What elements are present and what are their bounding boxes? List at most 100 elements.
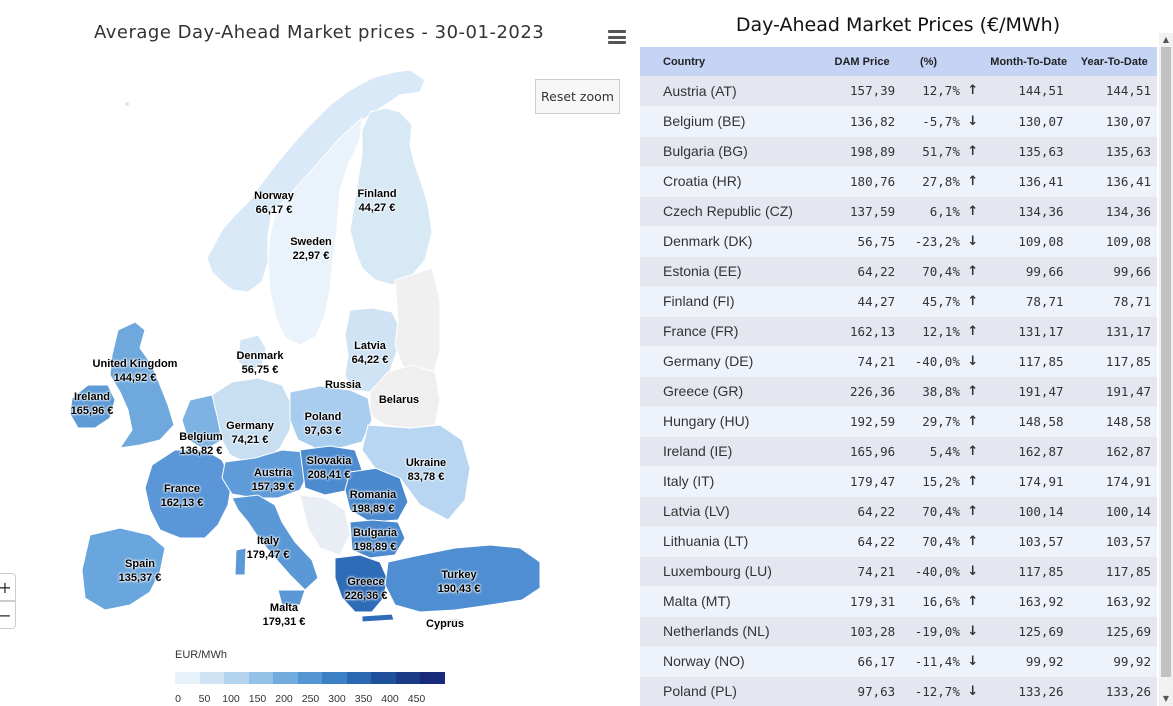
trend-arrow-icon: ↑ [959,76,986,107]
table-row[interactable]: Netherlands (NL) 103,28 -19,0% ↓ 125,69 125,6… [640,616,1157,647]
legend-swatch [420,672,446,684]
cell-month-to-date: 133,26 [985,676,1072,706]
map-region-ireland[interactable] [69,384,116,429]
header-year-to-date[interactable]: Year-To-Date [1071,47,1157,76]
cell-country: Czech Republic (CZ) [640,196,793,227]
zoom-in-button[interactable]: + [0,573,16,601]
table-row[interactable]: Finland (FI) 44,27 45,7% ↑ 78,71 78,71 [640,286,1157,317]
table-row[interactable]: Czech Republic (CZ) 137,59 6,1% ↑ 134,36 134,… [640,196,1157,227]
map-region-malta[interactable] [280,605,286,611]
table-row[interactable]: Malta (MT) 179,31 16,6% ↑ 163,92 163,92 [640,586,1157,617]
table-row[interactable]: Estonia (EE) 64,22 70,4% ↑ 99,66 99,66 [640,256,1157,287]
map-region-italy[interactable] [231,494,319,591]
cell-dam-price: 56,75 [792,226,898,257]
scroll-up-icon[interactable]: ▲ [1162,35,1170,44]
cell-month-to-date: 99,92 [985,646,1072,677]
table-row[interactable]: Bulgaria (BG) 198,89 51,7% ↑ 135,63 135,63 [640,136,1157,167]
map-region-balkans [299,494,351,556]
table-title: Day-Ahead Market Prices (€/MWh) [735,14,1061,36]
legend-swatch [248,672,274,684]
map-region-russia [394,267,441,381]
table-row[interactable]: Lithuania (LT) 64,22 70,4% ↑ 103,57 103,57 [640,526,1157,557]
map-region-spain[interactable] [81,527,166,611]
trend-arrow-icon: ↓ [959,346,986,377]
cell-percent: -12,7% [897,676,960,706]
cell-percent: 70,4% [897,256,960,287]
map-region-ukraine[interactable] [361,424,471,521]
cell-percent: 38,8% [897,376,960,407]
map-region-poland[interactable] [289,385,373,449]
cell-year-to-date: 144,51 [1071,76,1157,107]
cell-country: Lithuania (LT) [640,526,793,557]
cell-month-to-date: 135,63 [985,136,1072,167]
zoom-out-button[interactable]: − [0,601,16,629]
reset-zoom-button[interactable]: Reset zoom [535,79,620,114]
cell-year-to-date: 125,69 [1071,616,1157,647]
cell-dam-price: 226,36 [792,376,898,407]
table-row[interactable]: Poland (PL) 97,63 -12,7% ↓ 133,26 133,26 [640,676,1157,706]
legend-ticks: 0 50 100 150 200 250 300 350 400 450 [168,693,468,705]
map-region-sweden[interactable] [267,116,363,346]
map-label-finland: Finland 44,27 € [357,188,397,214]
header-dam-price[interactable]: DAM Price [792,47,898,76]
map-label-bulgaria: Bulgaria 198,89 € [352,527,398,553]
cell-percent: 6,1% [897,196,960,227]
table-row[interactable]: Luxembourg (LU) 74,21 -40,0% ↓ 117,85 117,85 [640,556,1157,587]
cell-dam-price: 74,21 [792,346,898,377]
cell-percent: 29,7% [897,406,960,437]
map-region-benelux[interactable] [181,394,223,451]
map-region-uk[interactable] [109,321,175,449]
cell-year-to-date: 99,66 [1071,256,1157,287]
table-row[interactable]: Latvia (LV) 64,22 70,4% ↑ 100,14 100,14 [640,496,1157,527]
cell-dam-price: 162,13 [792,316,898,347]
map-label-france: France 162,13 € [160,483,204,509]
scroll-down-icon[interactable]: ▼ [1162,694,1170,703]
cell-country: Malta (MT) [640,586,793,617]
table-row[interactable]: Denmark (DK) 56,75 -23,2% ↓ 109,08 109,08 [640,226,1157,257]
trend-arrow-icon: ↑ [959,286,986,317]
cell-dam-price: 74,21 [792,556,898,587]
cell-dam-price: 136,82 [792,106,898,137]
map-label-denmark: Denmark 56,75 € [236,350,284,376]
legend-tick-label: 450 [407,693,426,705]
table-row[interactable]: Italy (IT) 179,47 15,2% ↑ 174,91 174,91 [640,466,1157,497]
table-row[interactable]: Belgium (BE) 136,82 -5,7% ↓ 130,07 130,07 [640,106,1157,137]
map-label-austria: Austria 157,39 € [251,467,295,493]
map-region-turkey[interactable] [384,544,541,613]
header-country[interactable]: Country [640,47,793,76]
legend-swatch [273,672,298,684]
map-region-bulgaria[interactable] [349,519,406,559]
map-region-greece[interactable] [334,554,389,613]
map-label-malta: Malta 179,31 € [262,602,306,628]
legend-tick-label: 100 [222,693,240,705]
cell-percent: -40,0% [897,556,960,587]
cell-percent: 51,7% [897,136,960,167]
map-label-russia: Russia [324,379,362,391]
cell-year-to-date: 134,36 [1071,196,1157,227]
table-scrollbar[interactable]: ▲ ▼ [1159,33,1173,706]
map-region-denmark[interactable] [237,334,267,373]
table-row[interactable]: Ireland (IE) 165,96 5,4% ↑ 162,87 162,87 [640,436,1157,467]
cell-percent: -23,2% [897,226,960,257]
table-row[interactable]: Hungary (HU) 192,59 29,7% ↑ 148,58 148,58 [640,406,1157,437]
table-row[interactable]: Croatia (HR) 180,76 27,8% ↑ 136,41 136,41 [640,166,1157,197]
header-percent[interactable]: (%) [897,47,960,76]
cell-month-to-date: 125,69 [985,616,1072,647]
map-region-central[interactable] [221,449,311,499]
table-row[interactable]: Norway (NO) 66,17 -11,4% ↓ 99,92 99,92 [640,646,1157,677]
menu-bar-icon [608,41,626,44]
map-label-belarus: Belarus [378,394,420,406]
table-row[interactable]: France (FR) 162,13 12,1% ↑ 131,17 131,17 [640,316,1157,347]
cell-country: Greece (GR) [640,376,793,407]
map-region-france[interactable] [144,449,233,539]
cell-percent: -11,4% [897,646,960,677]
scroll-thumb[interactable] [1161,47,1171,677]
europe-map[interactable] [0,0,640,706]
chart-menu-button[interactable] [608,30,626,44]
table-row[interactable]: Germany (DE) 74,21 -40,0% ↓ 117,85 117,85 [640,346,1157,377]
table-row[interactable]: Austria (AT) 157,39 12,7% ↑ 144,51 144,51 [640,76,1157,107]
header-month-to-date[interactable]: Month-To-Date [985,47,1072,76]
map-region-belarus [369,364,441,429]
table-row[interactable]: Greece (GR) 226,36 38,8% ↑ 191,47 191,47 [640,376,1157,407]
map-label-belgium: Belgium 136,82 € [179,431,223,457]
